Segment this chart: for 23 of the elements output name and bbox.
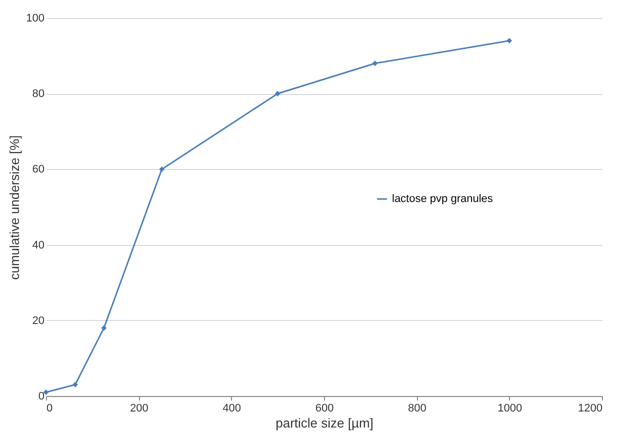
- point: [72, 382, 78, 388]
- x-tick-label: 400: [222, 402, 242, 414]
- x-tick-label: 800: [408, 402, 426, 414]
- point: [372, 60, 378, 66]
- x-tick-label: 600: [315, 402, 334, 414]
- y-tick-label: 0: [38, 390, 44, 402]
- x-tick-label: 200: [130, 402, 148, 414]
- point: [43, 389, 49, 395]
- x-tick-label: 1200: [578, 402, 602, 414]
- legend-label: lactose pvp granules: [392, 193, 494, 205]
- point: [506, 38, 512, 44]
- y-tick-label: 40: [32, 239, 44, 252]
- y-tick-label: 20: [32, 314, 44, 327]
- y-tick-label: 100: [26, 12, 44, 24]
- point: [101, 325, 107, 331]
- point: [274, 90, 280, 96]
- x-axis-title: particle size [µm]: [276, 416, 374, 430]
- x-tick-label: 0: [46, 402, 53, 414]
- x-tick-label: 1000: [498, 402, 522, 414]
- y-axis-title: cumulative undersize [%]: [7, 135, 22, 280]
- point: [159, 166, 165, 172]
- y-tick-label: 60: [32, 164, 44, 176]
- y-tick-label: 80: [32, 88, 44, 100]
